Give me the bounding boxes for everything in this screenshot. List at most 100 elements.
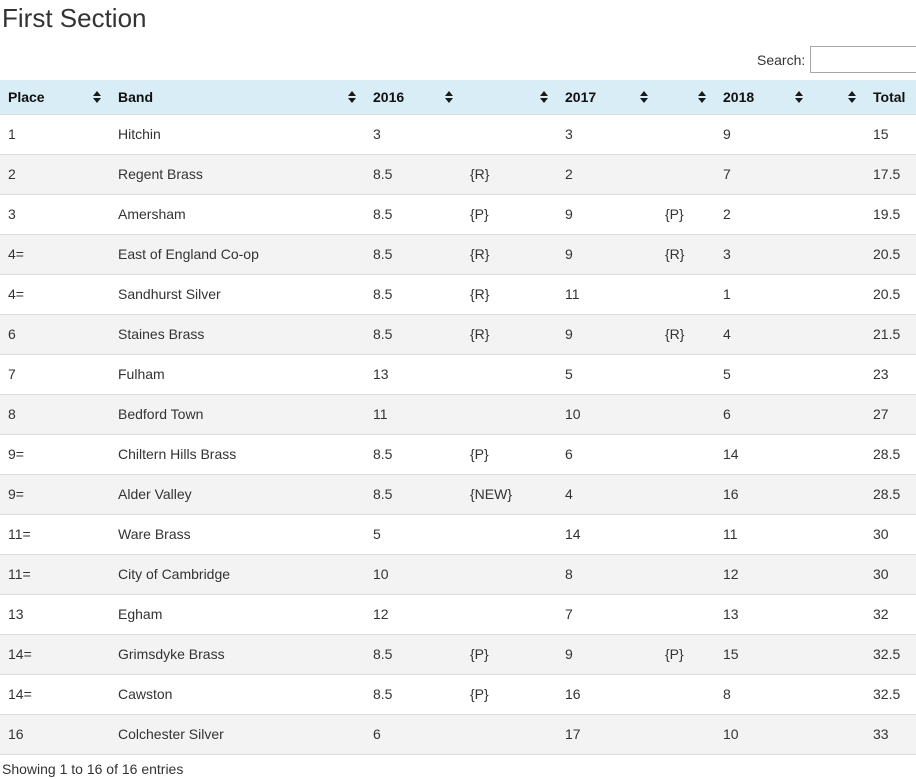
column-header-2017[interactable]: 2017 [557, 80, 657, 115]
table-row: 2 Regent Brass 8.5 {R} 2 7 17.5 [0, 154, 916, 195]
cell [657, 434, 715, 475]
cell: 10 [365, 554, 462, 595]
cell: 8.5 [365, 634, 462, 675]
cell [812, 114, 865, 155]
header-row: Place Band 2016 2017 2018 Total [0, 80, 916, 115]
cell: Grimsdyke Brass [110, 634, 365, 675]
cell: 8 [0, 394, 110, 435]
cell: {P} [657, 194, 715, 235]
column-header-annotation-7[interactable] [812, 80, 865, 115]
cell [657, 674, 715, 715]
table-row: 3 Amersham 8.5 {P} 9 {P} 2 19.5 [0, 194, 916, 235]
column-header-label: 2016 [373, 89, 405, 105]
table-row: 14= Grimsdyke Brass 8.5 {P} 9 {P} 15 32.5 [0, 634, 916, 675]
cell [462, 594, 557, 635]
table-row: 11= City of Cambridge 10 8 12 30 [0, 554, 916, 595]
table-toolbar: Search: [0, 33, 916, 80]
search-input[interactable] [810, 46, 916, 73]
cell: {P} [462, 634, 557, 675]
cell: 21.5 [865, 314, 916, 355]
cell: 4 [557, 474, 657, 515]
cell [812, 714, 865, 755]
cell: {P} [657, 634, 715, 675]
cell: 11 [365, 394, 462, 435]
cell [657, 474, 715, 515]
cell: 14= [0, 674, 110, 715]
cell: 17.5 [865, 154, 916, 195]
column-header-label: 2018 [723, 89, 755, 105]
cell: Egham [110, 594, 365, 635]
cell: 11= [0, 554, 110, 595]
sort-both-icon [348, 91, 356, 103]
cell: 32.5 [865, 634, 916, 675]
cell: 17 [557, 714, 657, 755]
cell: East of England Co-op [110, 234, 365, 275]
cell [657, 594, 715, 635]
cell [812, 514, 865, 555]
sort-both-icon [540, 91, 548, 103]
results-table: Place Band 2016 2017 2018 Total 1 Hitchin 3 3 9 15… [0, 80, 916, 755]
column-header-2018[interactable]: 2018 [715, 80, 812, 115]
cell: 32 [865, 594, 916, 635]
cell: 8.5 [365, 194, 462, 235]
cell: 16 [715, 474, 812, 515]
cell: 10 [715, 714, 812, 755]
cell [657, 714, 715, 755]
cell: {R} [462, 314, 557, 355]
cell: 5 [557, 354, 657, 395]
cell: {R} [657, 314, 715, 355]
cell: 14 [557, 514, 657, 555]
column-header-2016[interactable]: 2016 [365, 80, 462, 115]
cell: 15 [865, 114, 916, 155]
cell: 9 [557, 194, 657, 235]
sort-both-icon [698, 91, 706, 103]
cell: 6 [0, 314, 110, 355]
cell [657, 554, 715, 595]
column-header-place[interactable]: Place [0, 80, 110, 115]
page-title: First Section [2, 3, 147, 33]
cell [812, 434, 865, 475]
cell [657, 274, 715, 315]
cell [812, 394, 865, 435]
column-header-total[interactable]: Total [865, 80, 916, 115]
sort-both-icon [848, 91, 856, 103]
cell: 7 [0, 354, 110, 395]
cell: 11= [0, 514, 110, 555]
cell: 6 [365, 714, 462, 755]
cell: 8.5 [365, 234, 462, 275]
cell: 3 [365, 114, 462, 155]
cell: 8.5 [365, 474, 462, 515]
cell: 8.5 [365, 154, 462, 195]
table-header: Place Band 2016 2017 2018 Total [0, 80, 916, 115]
cell: 1 [0, 114, 110, 155]
search-label: Search: [757, 51, 806, 68]
cell: Fulham [110, 354, 365, 395]
cell: 8.5 [365, 274, 462, 315]
cell [812, 154, 865, 195]
table-row: 16 Colchester Silver 6 17 10 33 [0, 714, 916, 755]
table-row: 7 Fulham 13 5 5 23 [0, 354, 916, 395]
cell: 11 [715, 514, 812, 555]
cell: 7 [715, 154, 812, 195]
cell: 14= [0, 634, 110, 675]
cell: 4= [0, 234, 110, 275]
cell: 9= [0, 474, 110, 515]
cell: 15 [715, 634, 812, 675]
cell: 11 [557, 274, 657, 315]
sort-both-icon [445, 91, 453, 103]
cell: 5 [715, 354, 812, 395]
column-header-band[interactable]: Band [110, 80, 365, 115]
column-header-annotation-5[interactable] [657, 80, 715, 115]
cell: 9 [557, 314, 657, 355]
cell: 9 [557, 234, 657, 275]
cell: 10 [557, 394, 657, 435]
cell: Cawston [110, 674, 365, 715]
cell: 13 [365, 354, 462, 395]
cell: 8.5 [365, 434, 462, 475]
cell: Ware Brass [110, 514, 365, 555]
table-row: 14= Cawston 8.5 {P} 16 8 32.5 [0, 674, 916, 715]
cell: {R} [462, 234, 557, 275]
sort-both-icon [640, 91, 648, 103]
column-header-annotation-3[interactable] [462, 80, 557, 115]
cell: 20.5 [865, 274, 916, 315]
